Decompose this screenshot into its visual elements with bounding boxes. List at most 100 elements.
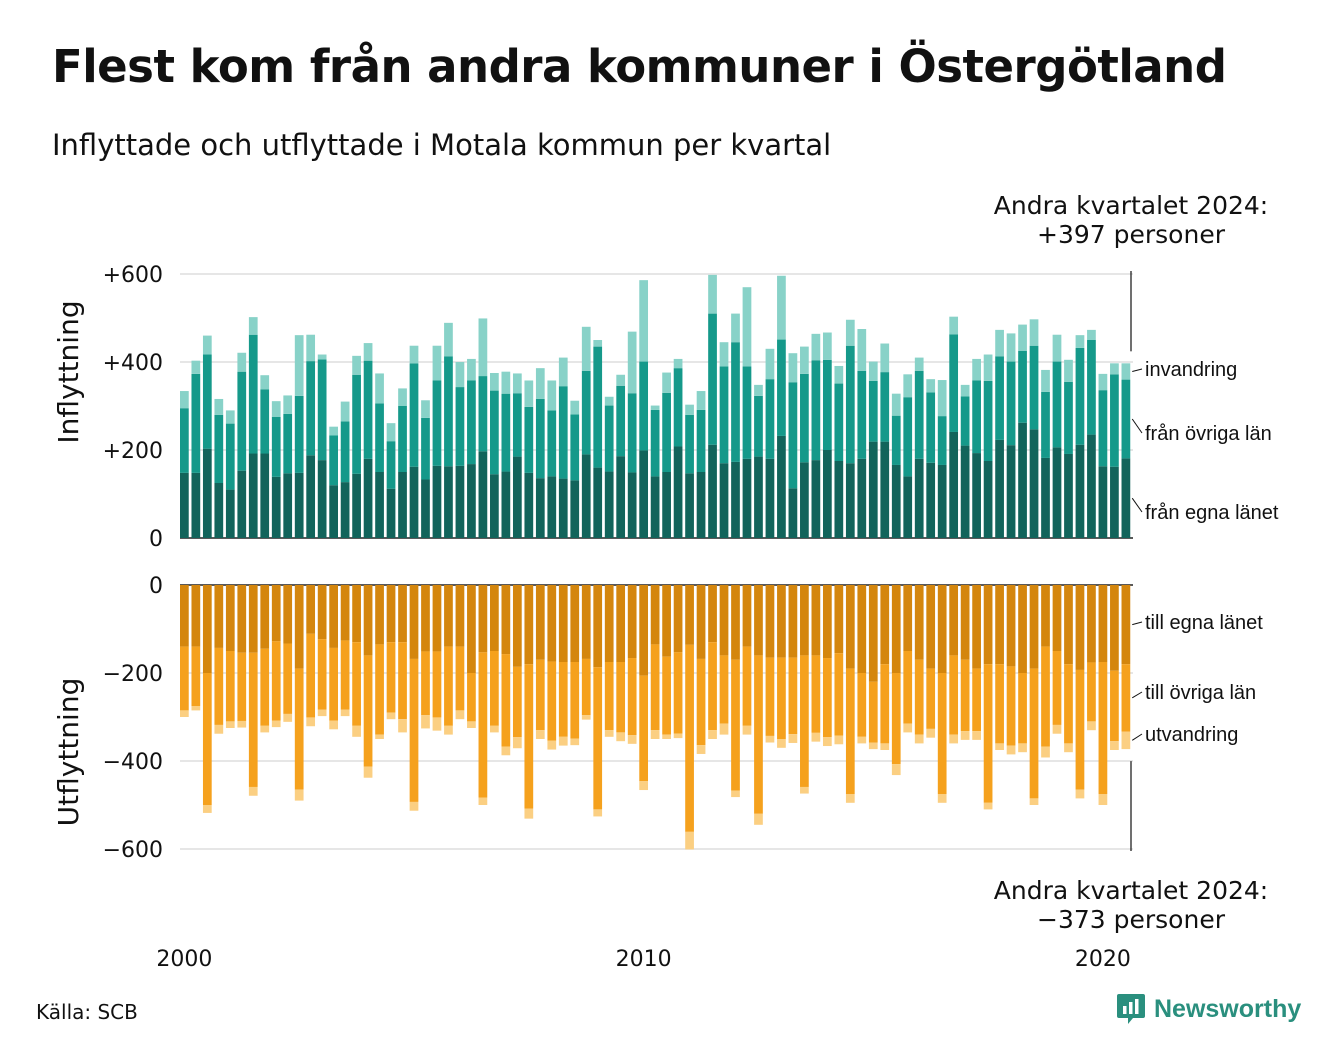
- inflow-series-label: från egna länet: [1145, 502, 1279, 524]
- bar-inflow-egna-lanet: [742, 458, 752, 538]
- bar-outflow-ovriga-lan: [891, 673, 901, 765]
- bar-inflow-ovriga-lan: [1018, 351, 1027, 423]
- bar-outflow-utvandring: [180, 710, 189, 717]
- bar-inflow-egna-lanet: [685, 473, 694, 538]
- bar-outflow-egna-lanet: [1029, 585, 1039, 669]
- bar-inflow-ovriga-lan: [283, 413, 293, 474]
- bar-inflow-invandring: [1064, 359, 1073, 382]
- bar-outflow-utvandring: [535, 730, 545, 739]
- bar-outflow-ovriga-lan: [857, 673, 867, 737]
- outflow-label-leader: [1132, 621, 1143, 626]
- bar-outflow-utvandring: [604, 730, 614, 737]
- bar-outflow-utvandring: [1052, 724, 1062, 734]
- bar-outflow-ovriga-lan: [432, 651, 442, 718]
- bar-inflow-ovriga-lan: [868, 380, 878, 442]
- page-subtitle: Inflyttade och utflyttade i Motala kommu…: [52, 128, 832, 162]
- bar-inflow-ovriga-lan: [1075, 347, 1085, 445]
- bar-outflow-utvandring: [1121, 731, 1131, 750]
- bar-inflow-ovriga-lan: [1006, 361, 1016, 446]
- bar-outflow-ovriga-lan: [983, 664, 993, 803]
- bar-inflow-invandring: [375, 373, 384, 404]
- bar-outflow-utvandring: [386, 712, 396, 720]
- bar-inflow-invandring: [1041, 369, 1050, 392]
- bar-inflow-invandring: [857, 329, 867, 371]
- bar-outflow-utvandring: [708, 730, 717, 739]
- bar-inflow-ovriga-lan: [386, 441, 396, 489]
- bar-outflow-utvandring: [421, 715, 430, 729]
- inflow-axis-title: Inflyttning: [52, 300, 85, 443]
- bar-outflow-egna-lanet: [225, 585, 235, 651]
- bar-outflow-egna-lanet: [317, 585, 327, 640]
- bar-outflow-egna-lanet: [777, 585, 786, 658]
- bar-inflow-egna-lanet: [283, 473, 293, 538]
- bar-outflow-utvandring: [742, 725, 752, 735]
- bar-outflow-ovriga-lan: [375, 644, 384, 735]
- bar-outflow-ovriga-lan: [490, 651, 499, 726]
- bar-outflow-egna-lanet: [891, 585, 901, 673]
- inflow-y-tick-label: +600: [103, 263, 163, 288]
- bar-inflow-ovriga-lan: [673, 368, 683, 447]
- bar-inflow-invandring: [1110, 363, 1119, 375]
- bar-outflow-ovriga-lan: [1064, 664, 1073, 744]
- bar-inflow-egna-lanet: [248, 453, 258, 538]
- bar-inflow-invandring: [788, 353, 798, 383]
- bar-outflow-utvandring: [857, 736, 867, 744]
- bar-outflow-utvandring: [340, 709, 350, 717]
- x-tick-label: 2020: [1075, 947, 1131, 972]
- bar-outflow-egna-lanet: [972, 585, 981, 669]
- bar-outflow-egna-lanet: [708, 585, 717, 643]
- newsworthy-logo-icon: [1117, 994, 1145, 1024]
- bar-outflow-egna-lanet: [558, 585, 568, 662]
- bar-outflow-ovriga-lan: [742, 646, 752, 726]
- bar-inflow-ovriga-lan: [490, 390, 499, 475]
- bar-outflow-egna-lanet: [535, 585, 545, 660]
- outflow-label-leader: [1131, 691, 1143, 699]
- inflow-y-tick-label: +200: [103, 439, 163, 464]
- bar-outflow-egna-lanet: [409, 585, 419, 659]
- bar-inflow-invandring: [467, 358, 476, 381]
- bar-inflow-ovriga-lan: [719, 366, 729, 464]
- bar-outflow-egna-lanet: [375, 585, 384, 645]
- bar-inflow-egna-lanet: [1087, 434, 1096, 538]
- bar-outflow-ovriga-lan: [1087, 662, 1096, 722]
- bar-outflow-ovriga-lan: [421, 651, 430, 716]
- bar-inflow-ovriga-lan: [317, 359, 327, 461]
- bar-outflow-egna-lanet: [673, 585, 683, 653]
- bar-outflow-ovriga-lan: [777, 657, 786, 739]
- bar-inflow-invandring: [834, 365, 844, 384]
- bar-inflow-egna-lanet: [811, 460, 821, 538]
- bar-outflow-egna-lanet: [294, 585, 304, 669]
- bar-inflow-egna-lanet: [455, 465, 465, 538]
- bar-inflow-egna-lanet: [535, 478, 545, 538]
- bar-outflow-utvandring: [202, 805, 212, 813]
- outflow-y-tick-label: −600: [103, 838, 163, 863]
- bar-inflow-invandring: [501, 371, 511, 394]
- bar-outflow-utvandring: [650, 730, 660, 739]
- bar-inflow-ovriga-lan: [891, 415, 901, 465]
- bar-inflow-egna-lanet: [995, 439, 1004, 538]
- inflow-y-tick-label: 0: [149, 527, 163, 552]
- bar-outflow-ovriga-lan: [467, 673, 476, 722]
- bar-outflow-ovriga-lan: [834, 653, 844, 736]
- bar-inflow-ovriga-lan: [1041, 391, 1050, 458]
- bar-inflow-invandring: [398, 388, 407, 406]
- bar-outflow-utvandring: [731, 790, 740, 798]
- bar-outflow-egna-lanet: [1121, 585, 1131, 665]
- bar-inflow-invandring: [972, 358, 981, 381]
- bar-outflow-utvandring: [777, 739, 786, 748]
- bar-outflow-ovriga-lan: [294, 668, 304, 790]
- bar-outflow-utvandring: [914, 734, 924, 744]
- bar-inflow-egna-lanet: [765, 458, 775, 538]
- bar-outflow-utvandring: [547, 740, 557, 750]
- bar-outflow-ovriga-lan: [501, 654, 511, 747]
- bar-outflow-egna-lanet: [1087, 585, 1096, 663]
- bar-outflow-egna-lanet: [432, 585, 442, 652]
- bar-outflow-ovriga-lan: [260, 648, 270, 726]
- bar-inflow-ovriga-lan: [754, 395, 763, 457]
- bar-inflow-invandring: [294, 335, 304, 396]
- brand-name: Newsworthy: [1154, 994, 1302, 1023]
- bar-inflow-egna-lanet: [271, 476, 281, 538]
- bar-outflow-utvandring: [1041, 746, 1050, 758]
- bar-inflow-ovriga-lan: [777, 339, 786, 436]
- bar-outflow-egna-lanet: [834, 585, 844, 654]
